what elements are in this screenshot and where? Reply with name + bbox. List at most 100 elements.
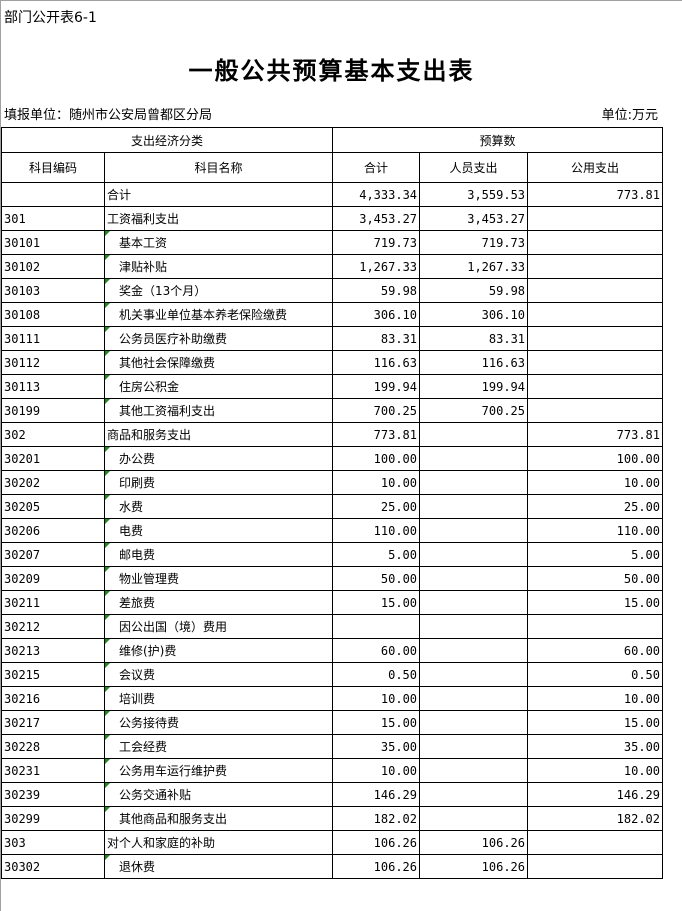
cell-personnel[interactable]: 1,267.33 bbox=[419, 254, 529, 279]
cell-total[interactable]: 35.00 bbox=[332, 734, 421, 759]
cell-code[interactable]: 30101 bbox=[1, 230, 105, 255]
cell-total[interactable]: 25.00 bbox=[332, 494, 421, 519]
cell-total[interactable]: 1,267.33 bbox=[332, 254, 421, 279]
cell-personnel[interactable]: 700.25 bbox=[419, 398, 529, 423]
cell-total[interactable]: 10.00 bbox=[332, 686, 421, 711]
cell-public[interactable]: 10.00 bbox=[527, 758, 664, 783]
cell-personnel[interactable]: 3,559.53 bbox=[419, 182, 529, 207]
cell-personnel[interactable] bbox=[419, 734, 529, 759]
cell-code[interactable]: 30239 bbox=[1, 782, 105, 807]
cell-total[interactable]: 15.00 bbox=[332, 590, 421, 615]
cell-public[interactable]: 10.00 bbox=[527, 470, 664, 495]
cell-total[interactable]: 306.10 bbox=[332, 302, 421, 327]
cell-name[interactable]: 合计 bbox=[103, 182, 334, 207]
cell-name[interactable]: 工会经费 bbox=[103, 734, 334, 759]
cell-total[interactable] bbox=[332, 614, 421, 639]
cell-public[interactable]: 15.00 bbox=[527, 590, 664, 615]
cell-personnel[interactable]: 106.26 bbox=[419, 830, 529, 855]
cell-public[interactable] bbox=[527, 278, 664, 303]
cell-name[interactable]: 公务接待费 bbox=[103, 710, 334, 735]
cell-public[interactable] bbox=[527, 398, 664, 423]
cell-total[interactable]: 116.63 bbox=[332, 350, 421, 375]
cell-total[interactable]: 10.00 bbox=[332, 470, 421, 495]
cell-total[interactable]: 5.00 bbox=[332, 542, 421, 567]
cell-personnel[interactable] bbox=[419, 638, 529, 663]
cell-personnel[interactable]: 719.73 bbox=[419, 230, 529, 255]
cell-name[interactable]: 其他商品和服务支出 bbox=[103, 806, 334, 831]
cell-personnel[interactable]: 59.98 bbox=[419, 278, 529, 303]
cell-personnel[interactable] bbox=[419, 542, 529, 567]
cell-code[interactable]: 30228 bbox=[1, 734, 105, 759]
cell-code[interactable]: 30112 bbox=[1, 350, 105, 375]
cell-total[interactable]: 59.98 bbox=[332, 278, 421, 303]
cell-name[interactable]: 印刷费 bbox=[103, 470, 334, 495]
cell-code[interactable]: 30202 bbox=[1, 470, 105, 495]
cell-public[interactable]: 15.00 bbox=[527, 710, 664, 735]
cell-personnel[interactable] bbox=[419, 710, 529, 735]
cell-public[interactable]: 773.81 bbox=[527, 422, 664, 447]
cell-code[interactable]: 30216 bbox=[1, 686, 105, 711]
cell-name[interactable]: 工资福利支出 bbox=[103, 206, 334, 231]
cell-public[interactable]: 35.00 bbox=[527, 734, 664, 759]
cell-personnel[interactable]: 106.26 bbox=[419, 854, 529, 879]
cell-total[interactable]: 10.00 bbox=[332, 758, 421, 783]
cell-personnel[interactable] bbox=[419, 758, 529, 783]
cell-name[interactable]: 因公出国（境）费用 bbox=[103, 614, 334, 639]
cell-name[interactable]: 对个人和家庭的补助 bbox=[103, 830, 334, 855]
cell-name[interactable]: 维修(护)费 bbox=[103, 638, 334, 663]
cell-personnel[interactable]: 3,453.27 bbox=[419, 206, 529, 231]
cell-personnel[interactable] bbox=[419, 590, 529, 615]
cell-public[interactable] bbox=[527, 614, 664, 639]
cell-code[interactable]: 30207 bbox=[1, 542, 105, 567]
cell-name[interactable]: 公务员医疗补助缴费 bbox=[103, 326, 334, 351]
cell-personnel[interactable] bbox=[419, 566, 529, 591]
cell-total[interactable]: 0.50 bbox=[332, 662, 421, 687]
cell-total[interactable]: 199.94 bbox=[332, 374, 421, 399]
cell-personnel[interactable]: 116.63 bbox=[419, 350, 529, 375]
cell-code[interactable]: 302 bbox=[1, 422, 105, 447]
cell-name[interactable]: 物业管理费 bbox=[103, 566, 334, 591]
cell-name[interactable]: 邮电费 bbox=[103, 542, 334, 567]
cell-personnel[interactable] bbox=[419, 446, 529, 471]
cell-code[interactable]: 30108 bbox=[1, 302, 105, 327]
cell-code[interactable]: 30302 bbox=[1, 854, 105, 879]
cell-total[interactable]: 773.81 bbox=[332, 422, 421, 447]
cell-total[interactable]: 146.29 bbox=[332, 782, 421, 807]
cell-code[interactable]: 30111 bbox=[1, 326, 105, 351]
cell-public[interactable] bbox=[527, 350, 664, 375]
cell-code[interactable]: 30217 bbox=[1, 710, 105, 735]
cell-public[interactable] bbox=[527, 302, 664, 327]
cell-name[interactable]: 办公费 bbox=[103, 446, 334, 471]
cell-name[interactable]: 公务交通补贴 bbox=[103, 782, 334, 807]
cell-code[interactable]: 30113 bbox=[1, 374, 105, 399]
cell-total[interactable]: 4,333.34 bbox=[332, 182, 421, 207]
cell-public[interactable]: 25.00 bbox=[527, 494, 664, 519]
cell-personnel[interactable] bbox=[419, 806, 529, 831]
cell-public[interactable]: 50.00 bbox=[527, 566, 664, 591]
cell-name[interactable]: 水费 bbox=[103, 494, 334, 519]
cell-name[interactable]: 会议费 bbox=[103, 662, 334, 687]
cell-code[interactable]: 30231 bbox=[1, 758, 105, 783]
cell-total[interactable]: 182.02 bbox=[332, 806, 421, 831]
cell-public[interactable]: 60.00 bbox=[527, 638, 664, 663]
cell-personnel[interactable] bbox=[419, 470, 529, 495]
cell-public[interactable] bbox=[527, 854, 664, 879]
cell-personnel[interactable] bbox=[419, 614, 529, 639]
cell-public[interactable]: 10.00 bbox=[527, 686, 664, 711]
cell-code[interactable]: 30206 bbox=[1, 518, 105, 543]
cell-public[interactable] bbox=[527, 326, 664, 351]
cell-total[interactable]: 700.25 bbox=[332, 398, 421, 423]
cell-code[interactable]: 30299 bbox=[1, 806, 105, 831]
cell-name[interactable]: 培训费 bbox=[103, 686, 334, 711]
cell-personnel[interactable] bbox=[419, 662, 529, 687]
cell-public[interactable] bbox=[527, 830, 664, 855]
cell-total[interactable]: 106.26 bbox=[332, 854, 421, 879]
cell-total[interactable]: 15.00 bbox=[332, 710, 421, 735]
cell-code[interactable]: 30213 bbox=[1, 638, 105, 663]
cell-name[interactable]: 住房公积金 bbox=[103, 374, 334, 399]
cell-name[interactable]: 基本工资 bbox=[103, 230, 334, 255]
cell-total[interactable]: 50.00 bbox=[332, 566, 421, 591]
cell-code[interactable]: 303 bbox=[1, 830, 105, 855]
cell-personnel[interactable] bbox=[419, 494, 529, 519]
cell-public[interactable]: 182.02 bbox=[527, 806, 664, 831]
